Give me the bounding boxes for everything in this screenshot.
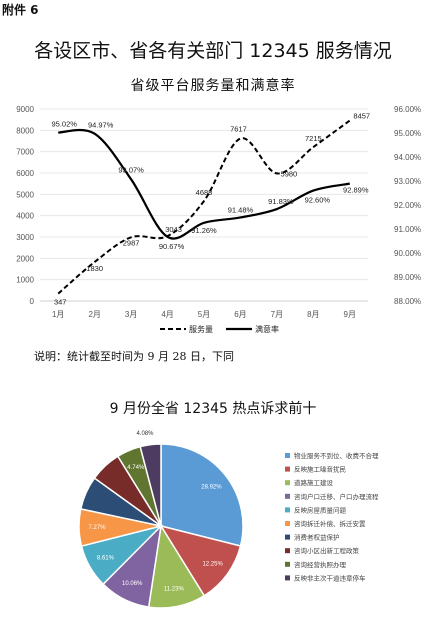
x-tick-label: 6月 (234, 310, 246, 319)
pie-slice (159, 524, 242, 597)
pie-legend-label: 消费者权益保护 (294, 533, 340, 542)
y-right-tick-label: 92.00% (394, 201, 421, 210)
series-line-service-volume (57, 119, 351, 295)
pie-slice (139, 443, 162, 527)
pie-legend-label: 道路施工建设 (294, 478, 334, 487)
pie-legend-swatch (285, 466, 290, 472)
y-right-tick-label: 93.00% (394, 177, 421, 186)
legend-label-satisfaction-rate: 满意率 (255, 324, 279, 334)
satisfaction-rate-data-label: 94.97% (88, 121, 114, 130)
y-left-tick-label: 6000 (16, 169, 34, 178)
satisfaction-rate-data-label: 93.07% (118, 165, 144, 174)
attachment-label: 附件 6 (2, 3, 39, 17)
pie-legend-swatch (285, 548, 290, 554)
pie-data-label: 12.25% (202, 562, 223, 568)
x-tick-label: 3月 (125, 310, 137, 319)
y-right-tick-label: 96.00% (394, 105, 421, 114)
satisfaction-rate-data-label: 92.89% (343, 186, 369, 195)
y-right-tick-label: 90.00% (394, 249, 421, 258)
pie-legend-swatch (285, 521, 290, 526)
pie-data-label: 10.06% (122, 581, 143, 587)
line-chart-title: 省级平台服务量和满意率 (130, 78, 296, 94)
pie-slice (160, 443, 244, 547)
pie-data-label: 7.27% (89, 525, 107, 531)
pie-data-label: 11.23% (164, 587, 185, 593)
y-right-tick-label: 89.00% (394, 273, 421, 282)
x-tick-label: 1月 (52, 310, 64, 319)
page-title: 各设区市、省各有关部门 12345 服务情况 (34, 40, 392, 62)
y-left-tick-label: 9000 (16, 105, 34, 114)
satisfaction-rate-data-label: 95.02% (52, 120, 78, 129)
satisfaction-rate-data-label: 92.60% (305, 196, 331, 205)
pie-legend-swatch (285, 575, 290, 581)
pie-data-label: 28.92% (201, 485, 222, 491)
pie-legend-label: 咨询经营执照办理 (294, 560, 347, 569)
y-right-tick-label: 91.00% (394, 225, 421, 234)
y-left-tick-label: 4000 (16, 212, 34, 221)
pie-legend-swatch (285, 480, 290, 486)
service-volume-data-label: 8457 (353, 112, 370, 121)
y-right-tick-label: 94.00% (394, 153, 421, 162)
x-tick-label: 2月 (88, 310, 100, 319)
pie-legend-label: 咨询户口迁移、户口办理流程 (294, 492, 379, 501)
x-tick-label: 9月 (344, 310, 356, 319)
pie-legend-swatch (285, 561, 290, 567)
statistics-note: 说明：统计截至时间为 9 月 28 日，下同 (34, 350, 234, 363)
service-volume-data-label: 347 (54, 298, 67, 307)
pie-legend-swatch (285, 493, 290, 499)
y-left-tick-label: 0 (30, 297, 35, 306)
y-left-tick-label: 8000 (16, 126, 34, 135)
x-tick-label: 4月 (161, 310, 173, 319)
y-left-tick-label: 7000 (16, 148, 34, 157)
pie-legend-swatch (285, 534, 290, 540)
pie-legend-label: 反映房屋质量问题 (294, 505, 347, 514)
pie-legend-swatch (285, 507, 290, 513)
service-volume-data-label: 4688 (196, 188, 213, 197)
pie-legend-swatch (285, 453, 290, 458)
pie-legend-label: 反映非主次干道违章停车 (294, 573, 366, 582)
service-volume-data-label: 1830 (86, 264, 103, 273)
pie-data-label: 8.61% (97, 556, 115, 562)
satisfaction-rate-data-label: 90.67% (159, 242, 185, 251)
pie-legend-label: 咨询小区出新工程政策 (294, 546, 360, 555)
y-left-tick-label: 2000 (16, 254, 34, 263)
service-volume-data-label: 5980 (281, 169, 298, 178)
y-right-tick-label: 88.00% (394, 297, 421, 306)
satisfaction-rate-data-label: 91.83% (268, 197, 294, 206)
x-tick-label: 8月 (307, 310, 319, 319)
pie-chart-title: 9 月份全省 12345 热点诉求前十 (109, 401, 317, 417)
y-right-tick-label: 95.00% (394, 129, 421, 138)
pie-legend-label: 物业服务不到位、收费不合理 (294, 451, 379, 460)
pie-legend-label: 咨询拆迁补偿、拆迁安置 (294, 519, 366, 528)
pie-data-label: 4.74% (127, 465, 145, 471)
y-left-tick-label: 3000 (16, 233, 34, 242)
legend-label-service-volume: 服务量 (189, 324, 213, 334)
x-tick-label: 5月 (198, 310, 210, 319)
y-left-tick-label: 5000 (16, 190, 34, 199)
pie-legend-label: 反映施工噪音扰民 (294, 465, 346, 474)
satisfaction-rate-data-label: 91.26% (191, 226, 217, 235)
service-volume-data-label: 2987 (123, 238, 140, 247)
y-left-tick-label: 1000 (16, 276, 34, 285)
service-volume-data-label: 7617 (230, 125, 247, 134)
pie-data-label: 4.08% (136, 431, 154, 437)
x-tick-label: 7月 (271, 310, 283, 319)
service-volume-data-label: 3043 (165, 225, 182, 234)
satisfaction-rate-data-label: 91.48% (228, 205, 254, 214)
service-volume-data-label: 7215 (305, 134, 322, 143)
series-line-satisfaction-rate (58, 128, 350, 240)
